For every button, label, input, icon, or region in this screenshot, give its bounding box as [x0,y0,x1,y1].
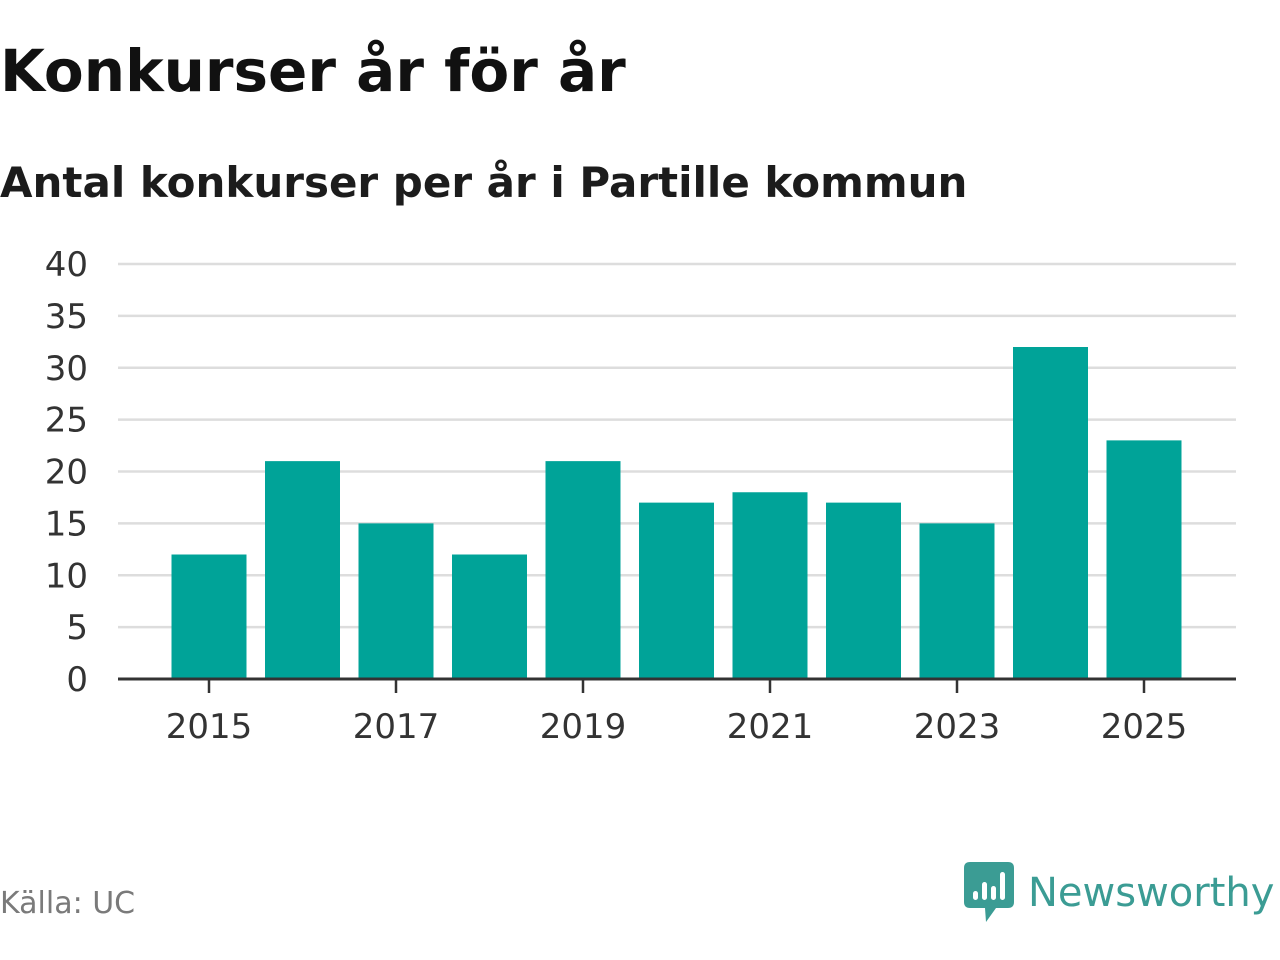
y-tick-label: 5 [66,608,88,648]
bar-2024 [1013,347,1088,679]
y-tick-label: 30 [45,349,88,389]
x-tick-label: 2015 [166,707,253,747]
x-tick-label: 2023 [914,707,1001,747]
y-tick-label: 40 [45,245,88,285]
x-tick-label: 2019 [540,707,627,747]
x-tick-label: 2021 [727,707,814,747]
bar-2015 [171,554,247,679]
bar-2022 [826,502,901,679]
x-tick-label: 2017 [353,707,440,747]
y-tick-label: 20 [45,453,88,493]
bar-2019 [545,461,621,679]
y-tick-label: 10 [45,556,88,596]
chart-subtitle: Antal konkurser per år i Partille kommun [0,158,968,207]
y-tick-label: 35 [45,297,88,337]
bar-2018 [452,554,527,679]
x-tick-label: 2025 [1101,707,1188,747]
y-axis-ticks: 0 5 10 15 20 25 30 35 40 [45,245,88,700]
source-note: Källa: UC [0,886,136,921]
bar-2016 [265,461,340,679]
bar-2020 [639,502,714,679]
chart-title: Konkurser år för år [0,37,626,105]
bar-2025 [1106,440,1182,679]
y-tick-label: 15 [45,504,88,544]
y-tick-label: 25 [45,401,88,441]
bars [171,347,1182,679]
newsworthy-logo-icon [964,862,1014,922]
y-tick-label: 0 [66,660,88,700]
bar-2021 [732,492,808,679]
bar-2023 [919,523,995,679]
brand-logo: Newsworthy [964,862,1274,924]
brand-name: Newsworthy [1028,870,1275,916]
bar-2017 [358,523,434,679]
x-axis: 2015 2017 2019 2021 2023 2025 [118,677,1236,747]
